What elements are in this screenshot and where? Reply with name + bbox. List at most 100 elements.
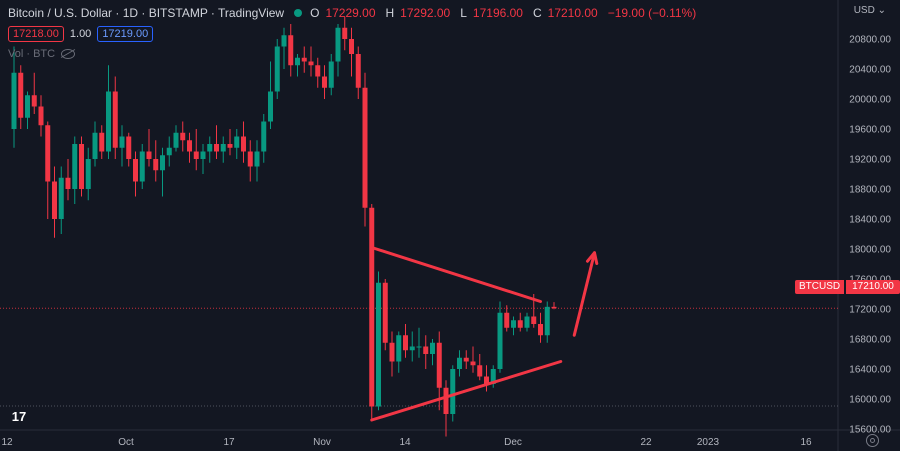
candle-body	[497, 312, 503, 369]
candle-body	[484, 376, 489, 384]
candle-body	[72, 144, 78, 189]
candle-body	[463, 357, 469, 362]
trendline	[370, 360, 563, 422]
candle-body	[214, 144, 219, 152]
candle-body	[268, 91, 273, 122]
spread-value: 1.00	[69, 28, 92, 40]
candle-body	[376, 282, 381, 407]
candle-body	[342, 27, 348, 39]
candle-body	[200, 151, 206, 159]
candle-body	[322, 76, 327, 88]
change-value: −19.00 (−0.11%)	[607, 6, 697, 20]
x-tick-label: 12	[1, 437, 13, 448]
x-tick-label: 16	[800, 437, 812, 448]
candle-body	[301, 57, 307, 62]
candle-body	[160, 155, 165, 171]
y-tick-label: 16000.00	[849, 395, 891, 406]
candle-body	[274, 46, 280, 92]
candle-body	[531, 316, 537, 324]
candle-body	[335, 27, 341, 62]
symbol-title[interactable]: Bitcoin / U.S. Dollar · 1D · BITSTAMP · …	[8, 6, 285, 20]
candle-body	[524, 316, 530, 328]
candle-body	[173, 132, 179, 148]
candle-body	[79, 144, 84, 189]
candle-body	[119, 136, 125, 148]
candle-body	[52, 181, 57, 219]
sell-button[interactable]: 17218.00	[8, 26, 64, 42]
candle-body	[349, 39, 354, 54]
candle-body	[254, 151, 260, 167]
candle-body	[133, 159, 138, 182]
candle-body	[430, 342, 435, 354]
candle-body	[180, 132, 186, 141]
y-tick-label: 19200.00	[849, 155, 891, 166]
trade-panel: 17218.00 1.00 17219.00	[8, 26, 154, 42]
candle-body	[193, 151, 199, 159]
buy-button[interactable]: 17219.00	[97, 26, 154, 42]
candle-body	[18, 72, 24, 118]
y-tick-label: 15600.00	[849, 425, 891, 436]
y-tick-label: 20400.00	[849, 65, 891, 76]
candle-body	[207, 144, 213, 152]
candle-body	[409, 346, 415, 351]
candle-body	[369, 207, 375, 407]
candle-body	[99, 132, 105, 152]
candle-body	[490, 369, 496, 384]
volume-legend: Vol · BTC	[8, 48, 76, 60]
candle-body	[416, 346, 422, 348]
currency-selector[interactable]: USD ⌄	[854, 5, 886, 16]
x-tick-label: Nov	[313, 437, 331, 448]
candle-body	[58, 177, 64, 219]
y-tick-label: 16800.00	[849, 335, 891, 346]
x-tick-label: 2023	[697, 437, 720, 448]
low-value: 17196.00	[472, 6, 523, 20]
low-label: L	[460, 6, 467, 20]
candle-body	[146, 151, 152, 159]
candle-body	[112, 91, 118, 148]
close-value: 17210.00	[547, 6, 598, 20]
volume-label[interactable]: Vol · BTC	[8, 48, 56, 60]
y-tick-label: 17200.00	[849, 305, 891, 316]
candle-body	[504, 312, 510, 328]
candle-body	[396, 335, 402, 362]
candle-body	[544, 306, 550, 336]
x-tick-label: Oct	[118, 437, 134, 448]
market-status-dot	[294, 9, 303, 17]
tradingview-logo[interactable]: 17	[11, 409, 27, 424]
y-tick-label: 16400.00	[849, 365, 891, 376]
breakout-arrow	[572, 251, 596, 337]
candle-body	[511, 320, 516, 328]
candle-body	[85, 159, 91, 189]
candle-body	[308, 61, 314, 66]
y-tick-label: 18800.00	[849, 185, 891, 196]
candle-body	[166, 147, 172, 156]
candle-body	[139, 151, 145, 182]
candle-body	[328, 61, 334, 88]
candle-body	[220, 144, 226, 152]
price-badge-value: 17210.00	[846, 280, 900, 294]
gear-icon[interactable]	[866, 434, 879, 447]
candle-body	[241, 136, 246, 152]
candle-body	[38, 106, 44, 126]
high-value: 17292.00	[400, 6, 451, 20]
candle-body	[227, 144, 233, 148]
eye-hidden-icon[interactable]	[61, 49, 76, 59]
candle-body	[126, 136, 132, 159]
high-label: H	[385, 6, 395, 20]
y-tick-label: 19600.00	[849, 125, 891, 136]
trendline	[370, 246, 542, 303]
candle-body	[45, 125, 51, 182]
open-value: 17229.00	[325, 6, 376, 20]
candle-body	[106, 91, 111, 152]
candle-body	[450, 369, 456, 414]
candle-body	[65, 177, 71, 189]
candle-body	[11, 72, 17, 129]
x-tick-label: 14	[399, 437, 411, 448]
candle-body	[234, 136, 240, 148]
candle-body	[457, 357, 462, 369]
candle-body	[25, 95, 30, 118]
candle-body	[281, 35, 287, 47]
y-tick-label: 20000.00	[849, 95, 891, 106]
chevron-down-icon: ⌄	[877, 5, 886, 16]
